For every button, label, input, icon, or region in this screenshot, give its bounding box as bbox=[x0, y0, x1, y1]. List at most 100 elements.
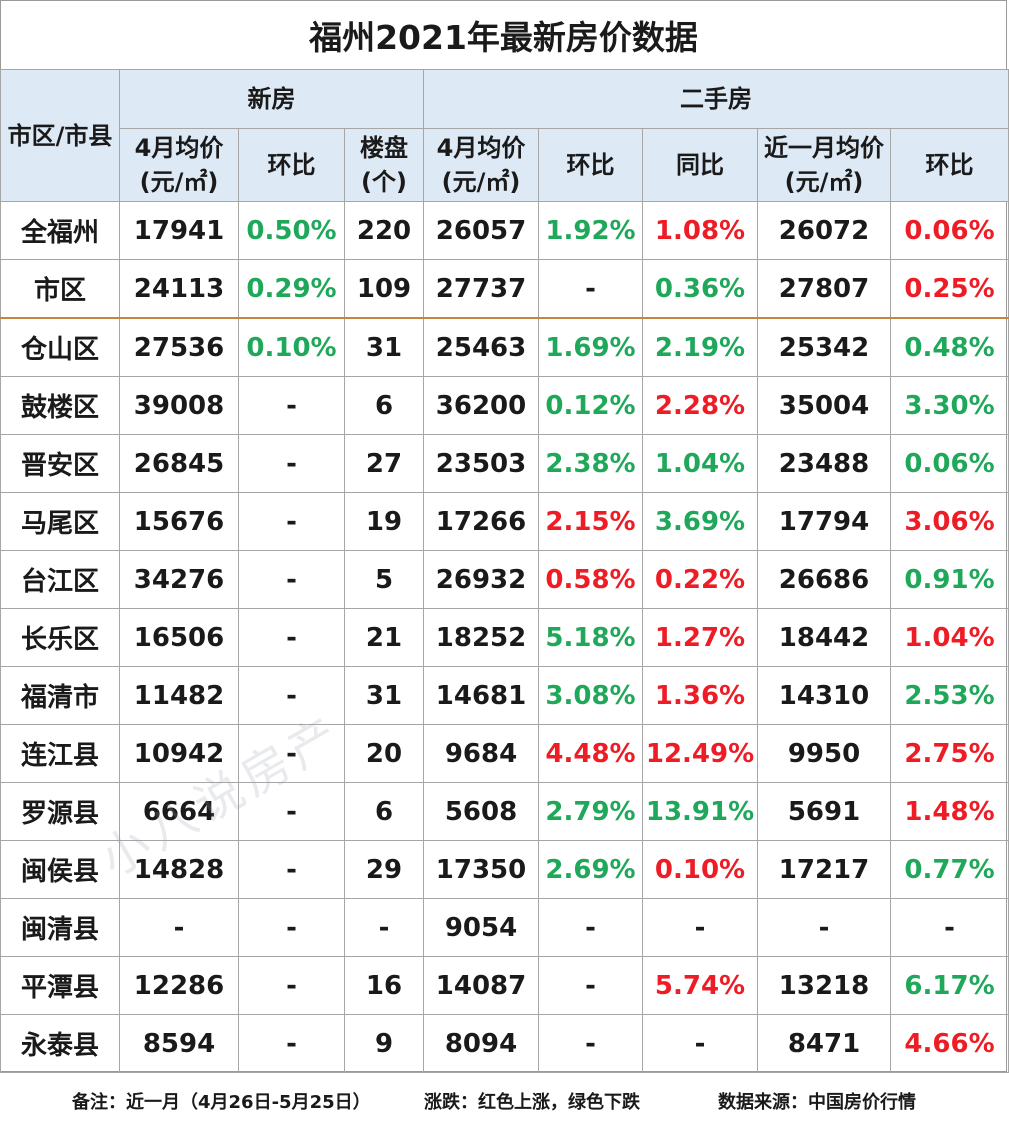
cell-sh-avg-price: 14681 bbox=[423, 666, 540, 725]
footer-legend: 涨跌：红色上涨，绿色下跌 bbox=[424, 1092, 640, 1113]
cell-new-projects: 16 bbox=[343, 956, 425, 1015]
header-sh-month-avg: 近一月均价(元/㎡) bbox=[757, 128, 892, 202]
cell-new-avg-price: 11482 bbox=[119, 666, 239, 725]
cell-month-mom: 0.91% bbox=[890, 550, 1009, 609]
cell-month-mom: 0.77% bbox=[890, 840, 1009, 899]
table-row: 全福州 17941 0.50% 220 26057 1.92% 1.08% 26072 0.06… bbox=[0, 201, 1009, 260]
cell-sh-yoy: 1.08% bbox=[642, 201, 759, 260]
cell-month-mom: 0.25% bbox=[890, 259, 1009, 319]
cell-new-mom: - bbox=[238, 1014, 345, 1073]
cell-new-projects: 20 bbox=[343, 724, 425, 783]
cell-month-mom: 3.06% bbox=[890, 492, 1009, 551]
table-row: 平潭县 12286-16 14087-5.74% 13218 6.17% bbox=[0, 956, 1009, 1015]
table-row: 仓山区 27536 0.10% 31 25463 1.69% 2.19% 25342 0.48% bbox=[0, 317, 1009, 377]
cell-district: 仓山区 bbox=[0, 317, 120, 377]
cell-sh-mom: 0.12% bbox=[538, 376, 644, 435]
cell-month-avg: 17794 bbox=[757, 492, 892, 551]
cell-sh-mom: 1.92% bbox=[538, 201, 644, 260]
cell-new-projects: 220 bbox=[343, 201, 425, 260]
table-row: 晋安区 26845-27 23503 2.38% 1.04% 23488 0.06% bbox=[0, 434, 1009, 493]
cell-month-avg: 14310 bbox=[757, 666, 892, 725]
table-row: 长乐区 16506-21 18252 5.18% 1.27% 18442 1.04% bbox=[0, 608, 1009, 667]
cell-sh-avg-price: 26057 bbox=[423, 201, 540, 260]
table-row: 罗源县 6664-6 5608 2.79% 13.91% 5691 1.48% bbox=[0, 782, 1009, 841]
cell-sh-mom: - bbox=[538, 898, 644, 957]
cell-new-mom: - bbox=[238, 434, 345, 493]
cell-sh-mom: 4.48% bbox=[538, 724, 644, 783]
cell-sh-yoy: 2.28% bbox=[642, 376, 759, 435]
cell-new-avg-price: 34276 bbox=[119, 550, 239, 609]
table-row: 闽侯县 14828-29 17350 2.69% 0.10% 17217 0.77% bbox=[0, 840, 1009, 899]
cell-month-avg: 5691 bbox=[757, 782, 892, 841]
table-row: 闽清县 - - -9054- - - - bbox=[0, 898, 1009, 957]
cell-new-projects: 6 bbox=[343, 782, 425, 841]
header-new-mom: 环比 bbox=[238, 128, 345, 202]
footer-source: 数据来源：中国房价行情 bbox=[718, 1092, 916, 1113]
cell-new-mom: - bbox=[238, 376, 345, 435]
cell-sh-mom: - bbox=[538, 1014, 644, 1073]
table-body: 全福州 17941 0.50% 220 26057 1.92% 1.08% 26072 0.06… bbox=[0, 201, 1009, 1073]
cell-month-mom: 3.30% bbox=[890, 376, 1009, 435]
cell-sh-mom: 0.58% bbox=[538, 550, 644, 609]
cell-sh-yoy: 0.22% bbox=[642, 550, 759, 609]
header-sh-yoy: 同比 bbox=[642, 128, 759, 202]
cell-new-mom: - bbox=[238, 550, 345, 609]
cell-new-mom: 0.29% bbox=[238, 259, 345, 319]
cell-sh-yoy: 12.49% bbox=[642, 724, 759, 783]
cell-new-avg-price: 10942 bbox=[119, 724, 239, 783]
cell-sh-mom: 2.38% bbox=[538, 434, 644, 493]
cell-district: 马尾区 bbox=[0, 492, 120, 551]
cell-sh-avg-price: 27737 bbox=[423, 259, 540, 319]
header-district: 市区/市县 bbox=[0, 69, 120, 202]
cell-sh-yoy: 5.74% bbox=[642, 956, 759, 1015]
cell-sh-yoy: 0.10% bbox=[642, 840, 759, 899]
table-row: 永泰县 8594-9 8094- -8471 4.66% bbox=[0, 1014, 1009, 1073]
cell-new-mom: - bbox=[238, 840, 345, 899]
cell-new-projects: - bbox=[343, 898, 425, 957]
price-table: 市区/市县 新房 二手房 4月均价(元/㎡) 环比 楼盘(个) 4月均价(元/㎡… bbox=[0, 69, 1009, 1073]
cell-month-mom: 0.06% bbox=[890, 201, 1009, 260]
cell-new-mom: - bbox=[238, 956, 345, 1015]
table-row: 鼓楼区 39008-6 36200 0.12% 2.28% 35004 3.30% bbox=[0, 376, 1009, 435]
cell-sh-avg-price: 9684 bbox=[423, 724, 540, 783]
cell-month-avg: 18442 bbox=[757, 608, 892, 667]
cell-sh-avg-price: 5608 bbox=[423, 782, 540, 841]
cell-sh-mom: 2.69% bbox=[538, 840, 644, 899]
cell-sh-mom: - bbox=[538, 956, 644, 1015]
table-row: 福清市 11482-31 14681 3.08% 1.36% 14310 2.53% bbox=[0, 666, 1009, 725]
cell-sh-avg-price: 25463 bbox=[423, 317, 540, 377]
cell-sh-mom: 2.15% bbox=[538, 492, 644, 551]
cell-new-projects: 21 bbox=[343, 608, 425, 667]
cell-month-mom: 6.17% bbox=[890, 956, 1009, 1015]
footer-note: 备注：近一月（4月26日-5月25日） bbox=[72, 1092, 371, 1113]
cell-new-avg-price: 15676 bbox=[119, 492, 239, 551]
cell-month-avg: 13218 bbox=[757, 956, 892, 1015]
cell-sh-avg-price: 17350 bbox=[423, 840, 540, 899]
cell-month-mom: 2.53% bbox=[890, 666, 1009, 725]
cell-district: 全福州 bbox=[0, 201, 120, 260]
cell-new-avg-price: 12286 bbox=[119, 956, 239, 1015]
cell-new-avg-price: 24113 bbox=[119, 259, 239, 319]
cell-new-mom: 0.10% bbox=[238, 317, 345, 377]
cell-district: 市区 bbox=[0, 259, 120, 319]
cell-new-mom: - bbox=[238, 492, 345, 551]
cell-sh-mom: 5.18% bbox=[538, 608, 644, 667]
cell-new-projects: 31 bbox=[343, 317, 425, 377]
cell-district: 晋安区 bbox=[0, 434, 120, 493]
cell-month-avg: 25342 bbox=[757, 317, 892, 377]
cell-district: 闽清县 bbox=[0, 898, 120, 957]
cell-month-mom: 1.04% bbox=[890, 608, 1009, 667]
cell-sh-avg-price: 14087 bbox=[423, 956, 540, 1015]
cell-district: 平潭县 bbox=[0, 956, 120, 1015]
cell-new-mom: - bbox=[238, 608, 345, 667]
cell-new-projects: 31 bbox=[343, 666, 425, 725]
cell-month-avg: 17217 bbox=[757, 840, 892, 899]
cell-district: 福清市 bbox=[0, 666, 120, 725]
cell-sh-mom: 1.69% bbox=[538, 317, 644, 377]
cell-new-projects: 27 bbox=[343, 434, 425, 493]
header-sh-mom: 环比 bbox=[538, 128, 644, 202]
cell-new-avg-price: 6664 bbox=[119, 782, 239, 841]
cell-sh-yoy: - bbox=[642, 1014, 759, 1073]
header-sh-month-mom: 环比 bbox=[890, 128, 1009, 202]
cell-new-projects: 29 bbox=[343, 840, 425, 899]
